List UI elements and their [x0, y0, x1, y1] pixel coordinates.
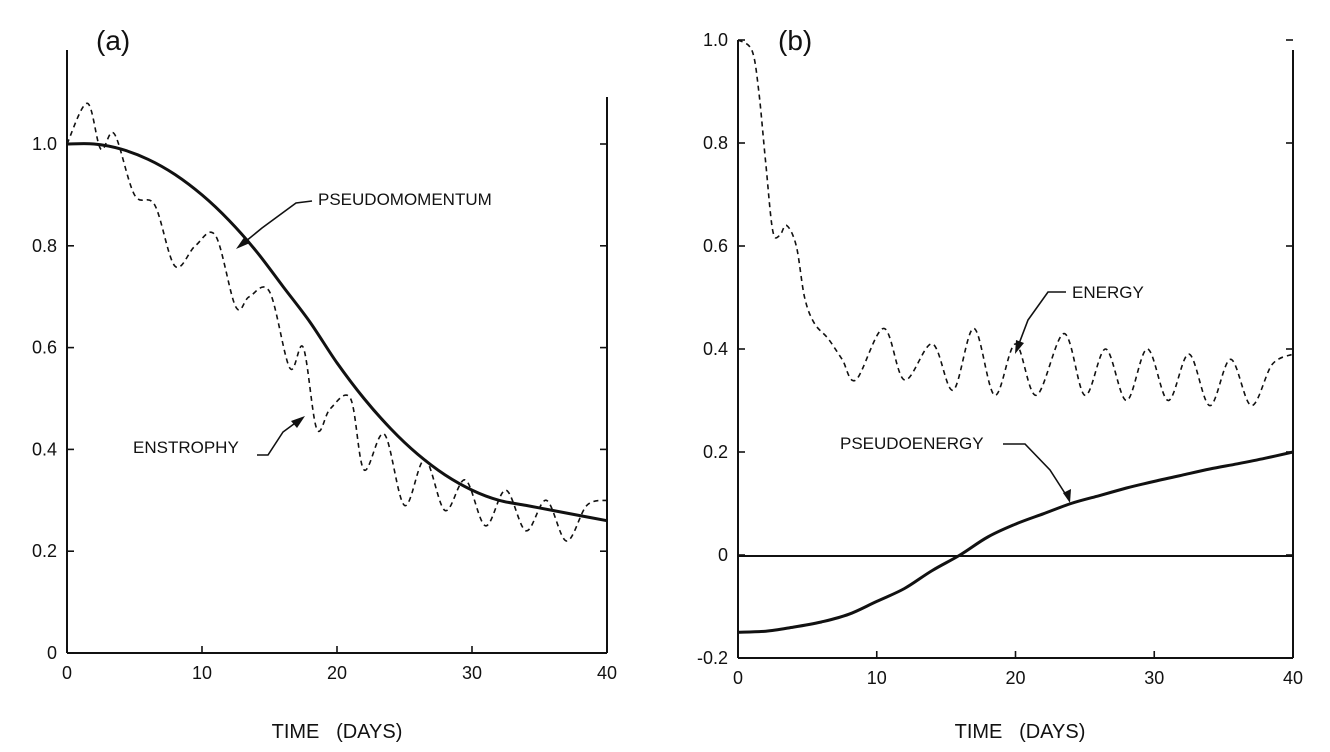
x-tick-label-a-4: 40 — [597, 663, 617, 683]
leader-pseudomomentum — [239, 200, 313, 247]
annotation-energy: ENERGY — [1072, 283, 1144, 302]
arrowhead-pseudomomentum — [236, 236, 250, 249]
series-b — [737, 39, 1294, 634]
leader-pseudoenergy — [1003, 443, 1069, 499]
y-tick-label-b-4: 0.6 — [703, 236, 728, 256]
x-tick-label-b-4: 40 — [1283, 668, 1303, 688]
y-tick-label-b-6: 1.0 — [703, 30, 728, 50]
x-ticks-b: 0 10 20 30 40 — [733, 651, 1303, 688]
y-ticks-a: 0 0.2 0.4 0.6 0.8 1.0 — [32, 134, 607, 663]
x-tick-label-b-3: 30 — [1144, 668, 1164, 688]
x-axis-label-b: TIME (DAYS) — [955, 721, 1086, 743]
panel-a: (a) 0 10 20 30 40 0 0.2 0.4 0.6 0.8 1.0 TIME (DAY… — [32, 25, 617, 743]
panel-b: (b) 0 10 20 30 40 -0.200.20.40.60.81.0 TIME … — [697, 25, 1303, 743]
annotation-pseudomomentum: PSEUDOMOMENTUM — [318, 190, 492, 209]
y-tick-label-b-2: 0.2 — [703, 442, 728, 462]
x-tick-label-a-0: 0 — [62, 663, 72, 683]
y-tick-label-b-0: -0.2 — [697, 648, 728, 668]
x-tick-label-a-1: 10 — [192, 663, 212, 683]
y-tick-label-a-2: 0.4 — [32, 439, 57, 459]
y-tick-label-a-4: 0.8 — [32, 236, 57, 256]
x-tick-label-b-1: 10 — [867, 668, 887, 688]
annotation-pseudoenergy: PSEUDOENERGY — [840, 434, 984, 453]
annotation-enstrophy: ENSTROPHY — [133, 438, 239, 457]
series-line-enstrophy — [66, 102, 608, 542]
x-tick-label-b-0: 0 — [733, 668, 743, 688]
y-tick-label-a-0: 0 — [47, 643, 57, 663]
panel-label-a: (a) — [96, 25, 130, 56]
y-tick-label-b-1: 0 — [718, 545, 728, 565]
arrowhead-pseudoenergy — [1063, 489, 1071, 503]
y-tick-label-a-3: 0.6 — [32, 338, 57, 358]
series-line-energy — [737, 39, 1294, 407]
y-ticks-b: -0.2 0 0.2 0.4 0.6 0.8 1.0 — [697, 30, 1293, 668]
series-a — [66, 102, 608, 542]
x-tick-label-a-2: 20 — [327, 663, 347, 683]
series-line-pseudomomentum — [66, 142, 608, 523]
x-ticks-a: 0 10 20 30 40 — [62, 646, 617, 683]
x-axis-label-a: TIME (DAYS) — [272, 721, 403, 743]
leader-energy — [1016, 291, 1066, 350]
y-tick-label-b-5: 0.8 — [703, 133, 728, 153]
arrowhead-enstrophy — [291, 416, 305, 428]
leader-enstrophy — [257, 417, 303, 456]
y-tick-label-a-1: 0.2 — [32, 541, 57, 561]
y-tick-label-a-5: 1.0 — [32, 134, 57, 154]
x-tick-label-b-2: 20 — [1005, 668, 1025, 688]
series-line-pseudoenergy — [737, 450, 1294, 634]
x-tick-label-a-3: 30 — [462, 663, 482, 683]
panel-label-b: (b) — [778, 25, 812, 56]
arrowhead-energy — [1015, 340, 1024, 354]
y-tick-label-b-3: 0.4 — [703, 339, 728, 359]
